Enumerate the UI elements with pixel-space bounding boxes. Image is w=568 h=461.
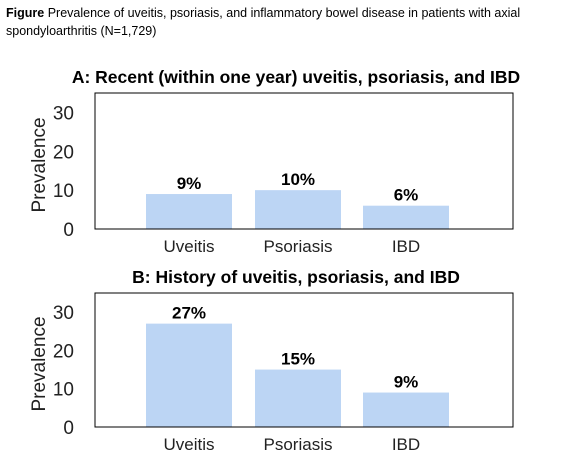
chart-a-x-tick-uveitis: Uveitis bbox=[163, 237, 214, 256]
chart-b-data-label-ibd: 9% bbox=[394, 373, 419, 392]
chart-b-title: B: History of uveitis, psoriasis, and IB… bbox=[132, 267, 460, 287]
chart-b-x-tick-ibd: IBD bbox=[392, 435, 420, 454]
chart-b-y-tick-0: 0 bbox=[63, 418, 74, 439]
chart-b-bar-ibd bbox=[363, 392, 449, 427]
figure-caption: Figure Prevalence of uveitis, psoriasis,… bbox=[6, 4, 562, 40]
chart-a-plot-frame bbox=[94, 92, 514, 230]
chart-b-data-label-uveitis: 27% bbox=[172, 304, 206, 323]
caption-text: Prevalence of uveitis, psoriasis, and in… bbox=[6, 6, 521, 38]
chart-b-plot-frame bbox=[94, 292, 514, 428]
chart-a-title: A: Recent (within one year) uveitis, pso… bbox=[72, 67, 520, 87]
chart-b-data-label-psoriasis: 15% bbox=[281, 350, 315, 369]
chart-a-bar-uveitis bbox=[146, 194, 232, 229]
chart-a-data-label-uveitis: 9% bbox=[177, 174, 202, 193]
chart-b-bar-psoriasis bbox=[255, 369, 341, 427]
chart-b-y-axis-label: Prevalence bbox=[29, 316, 50, 411]
chart-b-x-tick-psoriasis: Psoriasis bbox=[264, 435, 333, 454]
chart-a-x-tick-ibd: IBD bbox=[392, 237, 420, 256]
chart-a-x-tick-psoriasis: Psoriasis bbox=[264, 237, 333, 256]
chart-a-data-label-psoriasis: 10% bbox=[281, 170, 315, 189]
chart-a-y-tick-0: 0 bbox=[63, 220, 74, 241]
chart-a-y-tick-20: 20 bbox=[53, 142, 74, 163]
chart-a-y-tick-30: 30 bbox=[53, 103, 74, 124]
chart-b-bar-uveitis bbox=[146, 323, 232, 427]
chart-b-x-tick-uveitis: Uveitis bbox=[163, 435, 214, 454]
chart-b-y-tick-30: 30 bbox=[53, 303, 74, 324]
chart-a-y-tick-10: 10 bbox=[53, 181, 74, 202]
chart-a-bar-ibd bbox=[363, 205, 449, 229]
chart-b-y-tick-10: 10 bbox=[53, 380, 74, 401]
caption-lead: Figure bbox=[6, 6, 45, 20]
chart-a-data-label-ibd: 6% bbox=[394, 186, 419, 205]
chart-a-y-axis-label: Prevalence bbox=[29, 117, 50, 212]
chart-a-bar-psoriasis bbox=[255, 190, 341, 229]
chart-b-y-tick-20: 20 bbox=[53, 341, 74, 362]
